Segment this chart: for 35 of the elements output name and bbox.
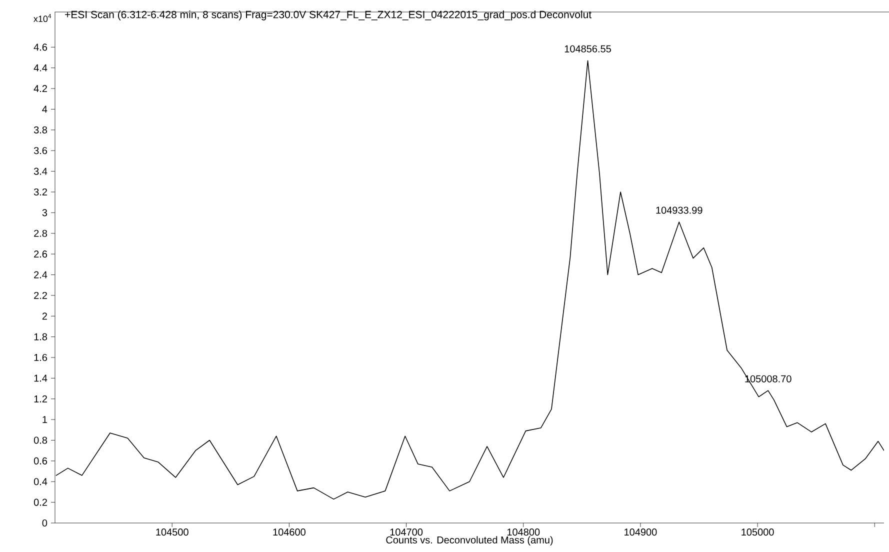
y-tick-label: 2 — [42, 312, 47, 320]
annotation: 104856.55 — [564, 45, 611, 52]
text: x10$^{4}$ — [34, 14, 52, 22]
x-tick-label: 105000 — [742, 528, 774, 536]
y-tick-label: 0.4 — [34, 478, 48, 486]
y-tick-label: 2.8 — [34, 230, 48, 237]
y-tick-label: 1 — [42, 416, 47, 423]
x-tick-label: 104800 — [507, 528, 540, 536]
y-tick-label: 4 — [42, 106, 48, 113]
y-tick-label: 0.8 — [34, 436, 48, 444]
y-tick-label: 4.6 — [34, 44, 48, 51]
y-tick-label: 3.2 — [34, 188, 47, 196]
x-tick-label: 104700 — [390, 528, 423, 536]
y-tick-label: 4.2 — [34, 85, 47, 92]
y-tick-label: 4.4 — [34, 64, 48, 72]
x-tick-label: 104500 — [156, 528, 188, 536]
y-tick-label: 3.4 — [34, 168, 48, 175]
y-tick-label: 1.8 — [34, 333, 48, 340]
y-tick-label: 0.6 — [34, 457, 48, 464]
y-tick-label: 2.2 — [34, 292, 47, 299]
y-tick-label: 0 — [42, 519, 48, 527]
x-tick-label: 104900 — [624, 528, 657, 536]
y-tick-label: 3.8 — [34, 126, 48, 134]
y-tick-label: 1.6 — [34, 354, 48, 362]
chart-title: +ESI Scan (6.312-6.428 min, 8 scans) Frag=230.0V SK427_FL_E_ZX12_ESI_04222015_grad_pos.d Deconvolut — [65, 10, 592, 20]
x-axis-title: Counts vs. Deconvoluted Mass (amu) — [386, 536, 553, 546]
annotation: 104933.99 — [656, 206, 702, 214]
y-tick-label: 2.4 — [34, 271, 48, 278]
y-tick-label: 1.4 — [34, 374, 48, 382]
y-tick-label: 0.2 — [34, 498, 47, 506]
y-tick-label: 3.6 — [34, 147, 48, 154]
y-tick-label: 3 — [42, 209, 48, 216]
x-tick-label: 104600 — [273, 528, 306, 536]
y-tick-label: 2.6 — [34, 250, 48, 258]
y-tick-label: 1.2 — [34, 395, 47, 402]
